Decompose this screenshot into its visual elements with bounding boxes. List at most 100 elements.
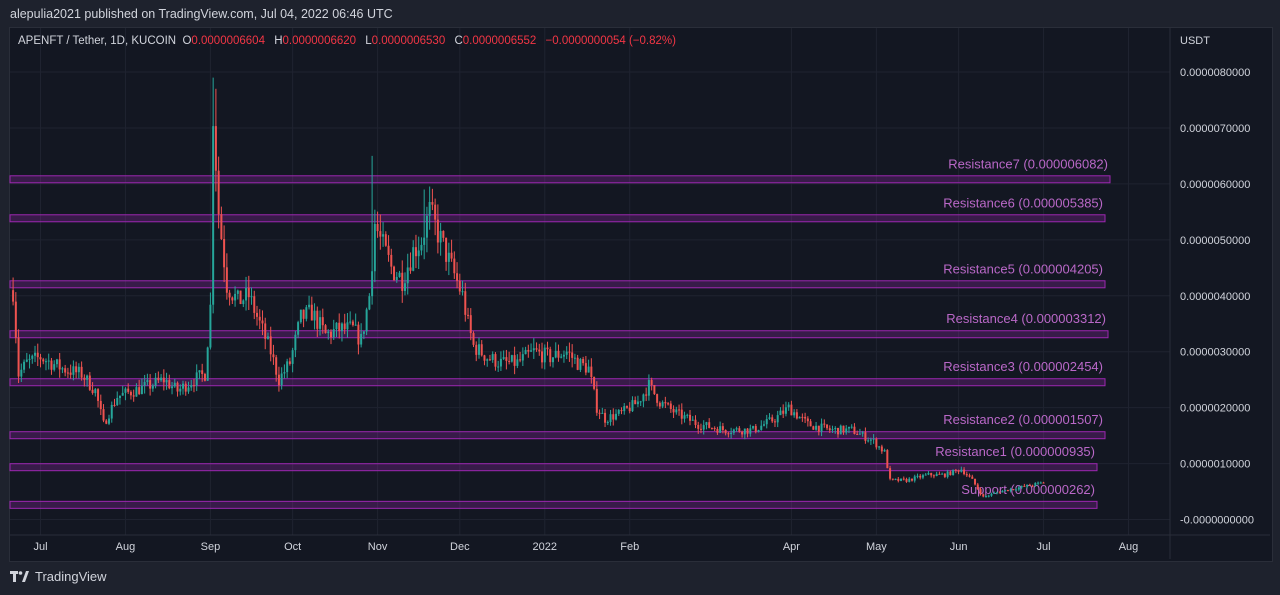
candle-body bbox=[647, 380, 650, 396]
y-tick-label: 0.0000030000 bbox=[1180, 347, 1250, 359]
x-tick-label: Jun bbox=[950, 541, 968, 553]
candle-body bbox=[99, 400, 102, 410]
candle-body bbox=[532, 348, 535, 351]
candle-body bbox=[513, 355, 516, 366]
candle-body bbox=[705, 422, 708, 426]
low-value: 0.0000006530 bbox=[371, 35, 446, 47]
candle-body bbox=[286, 361, 289, 373]
candle-body bbox=[491, 354, 494, 360]
candle-body bbox=[187, 387, 190, 392]
candle-body bbox=[1015, 489, 1018, 491]
candle-body bbox=[360, 333, 363, 345]
candle-body bbox=[858, 433, 861, 435]
candle-body bbox=[675, 409, 678, 413]
candle-body bbox=[17, 337, 20, 377]
candle-body bbox=[395, 276, 398, 280]
y-tick-label: 0.0000050000 bbox=[1180, 235, 1250, 247]
candle-body bbox=[757, 429, 760, 432]
candle-body bbox=[135, 387, 138, 397]
candle-body bbox=[417, 250, 420, 257]
candle-body bbox=[138, 387, 141, 395]
candle-body bbox=[738, 428, 741, 432]
chart-pane[interactable] bbox=[9, 27, 1273, 562]
candle-body bbox=[571, 352, 574, 358]
tradingview-footer[interactable]: TradingView bbox=[10, 569, 107, 584]
candle-body bbox=[727, 433, 730, 435]
candle-body bbox=[809, 421, 812, 427]
level-label: Resistance4 (0.000003312) bbox=[946, 311, 1106, 326]
candle-body bbox=[428, 202, 431, 216]
candle-body bbox=[453, 258, 456, 274]
candle-body bbox=[541, 351, 544, 363]
candle-body bbox=[118, 395, 121, 398]
candle-body bbox=[472, 333, 475, 345]
axes: 0.0000080000 0.0000070000 0.0000060000 0.00… bbox=[10, 28, 1270, 559]
candle-body bbox=[897, 478, 900, 481]
candle-body bbox=[625, 406, 628, 408]
candle-body bbox=[941, 473, 944, 475]
candle-body bbox=[357, 324, 360, 345]
candle-body bbox=[606, 422, 609, 424]
level-band[interactable] bbox=[9, 214, 1106, 223]
candle-body bbox=[420, 244, 423, 251]
candle-body bbox=[192, 385, 195, 387]
candle-body bbox=[1006, 489, 1009, 492]
candle-body bbox=[58, 359, 61, 370]
candle-body bbox=[579, 358, 582, 370]
candle-body bbox=[105, 420, 108, 424]
candle-body bbox=[384, 234, 387, 246]
x-tick-label: Apr bbox=[783, 541, 800, 553]
candle-body bbox=[508, 360, 511, 362]
candle-body bbox=[697, 424, 700, 429]
candle-body bbox=[864, 432, 867, 441]
candle-body bbox=[856, 433, 859, 435]
candle-body bbox=[817, 425, 820, 432]
candle-body bbox=[908, 478, 911, 482]
level-band[interactable] bbox=[9, 431, 1106, 440]
candle-body bbox=[362, 331, 365, 334]
candle-body bbox=[373, 223, 376, 272]
candle-body bbox=[310, 304, 313, 321]
candle-body bbox=[439, 230, 442, 243]
candle-body bbox=[387, 245, 390, 255]
candle-body bbox=[272, 354, 275, 358]
candle-body bbox=[1037, 482, 1040, 484]
candle-body bbox=[601, 412, 604, 414]
candle-body bbox=[642, 394, 645, 402]
x-tick-label: May bbox=[866, 541, 887, 553]
candle-body bbox=[401, 272, 404, 291]
level-band[interactable] bbox=[9, 378, 1106, 387]
candle-body bbox=[724, 429, 727, 434]
candle-body bbox=[179, 388, 182, 392]
candle-body bbox=[617, 410, 620, 414]
candle-body bbox=[256, 312, 259, 317]
candle-body bbox=[1023, 485, 1026, 487]
level-band[interactable] bbox=[9, 175, 1111, 184]
candle-body bbox=[1020, 485, 1023, 488]
candle-body bbox=[275, 357, 278, 375]
candle-body bbox=[510, 355, 513, 362]
candle-body bbox=[324, 325, 327, 334]
candle-body bbox=[806, 418, 809, 422]
candle-body bbox=[414, 247, 417, 257]
candle-body bbox=[557, 350, 560, 358]
level-band[interactable] bbox=[9, 330, 1109, 339]
level-band[interactable] bbox=[9, 500, 1098, 509]
candle-body bbox=[869, 439, 872, 441]
candle-body bbox=[639, 401, 642, 403]
candle-body bbox=[935, 473, 938, 477]
candle-body bbox=[36, 352, 39, 358]
candle-body bbox=[94, 389, 97, 394]
candle-body bbox=[842, 425, 845, 433]
candle-body bbox=[497, 366, 500, 368]
level-band[interactable] bbox=[9, 463, 1098, 472]
candle-body bbox=[349, 321, 352, 323]
candle-body bbox=[650, 380, 653, 386]
level-band[interactable] bbox=[9, 280, 1106, 289]
symbol-title[interactable]: APENFT / Tether, 1D, KUCOIN bbox=[18, 35, 177, 47]
candle-body bbox=[847, 426, 850, 429]
candle-body bbox=[636, 401, 639, 405]
candle-body bbox=[815, 425, 818, 430]
candle-body bbox=[321, 317, 324, 326]
